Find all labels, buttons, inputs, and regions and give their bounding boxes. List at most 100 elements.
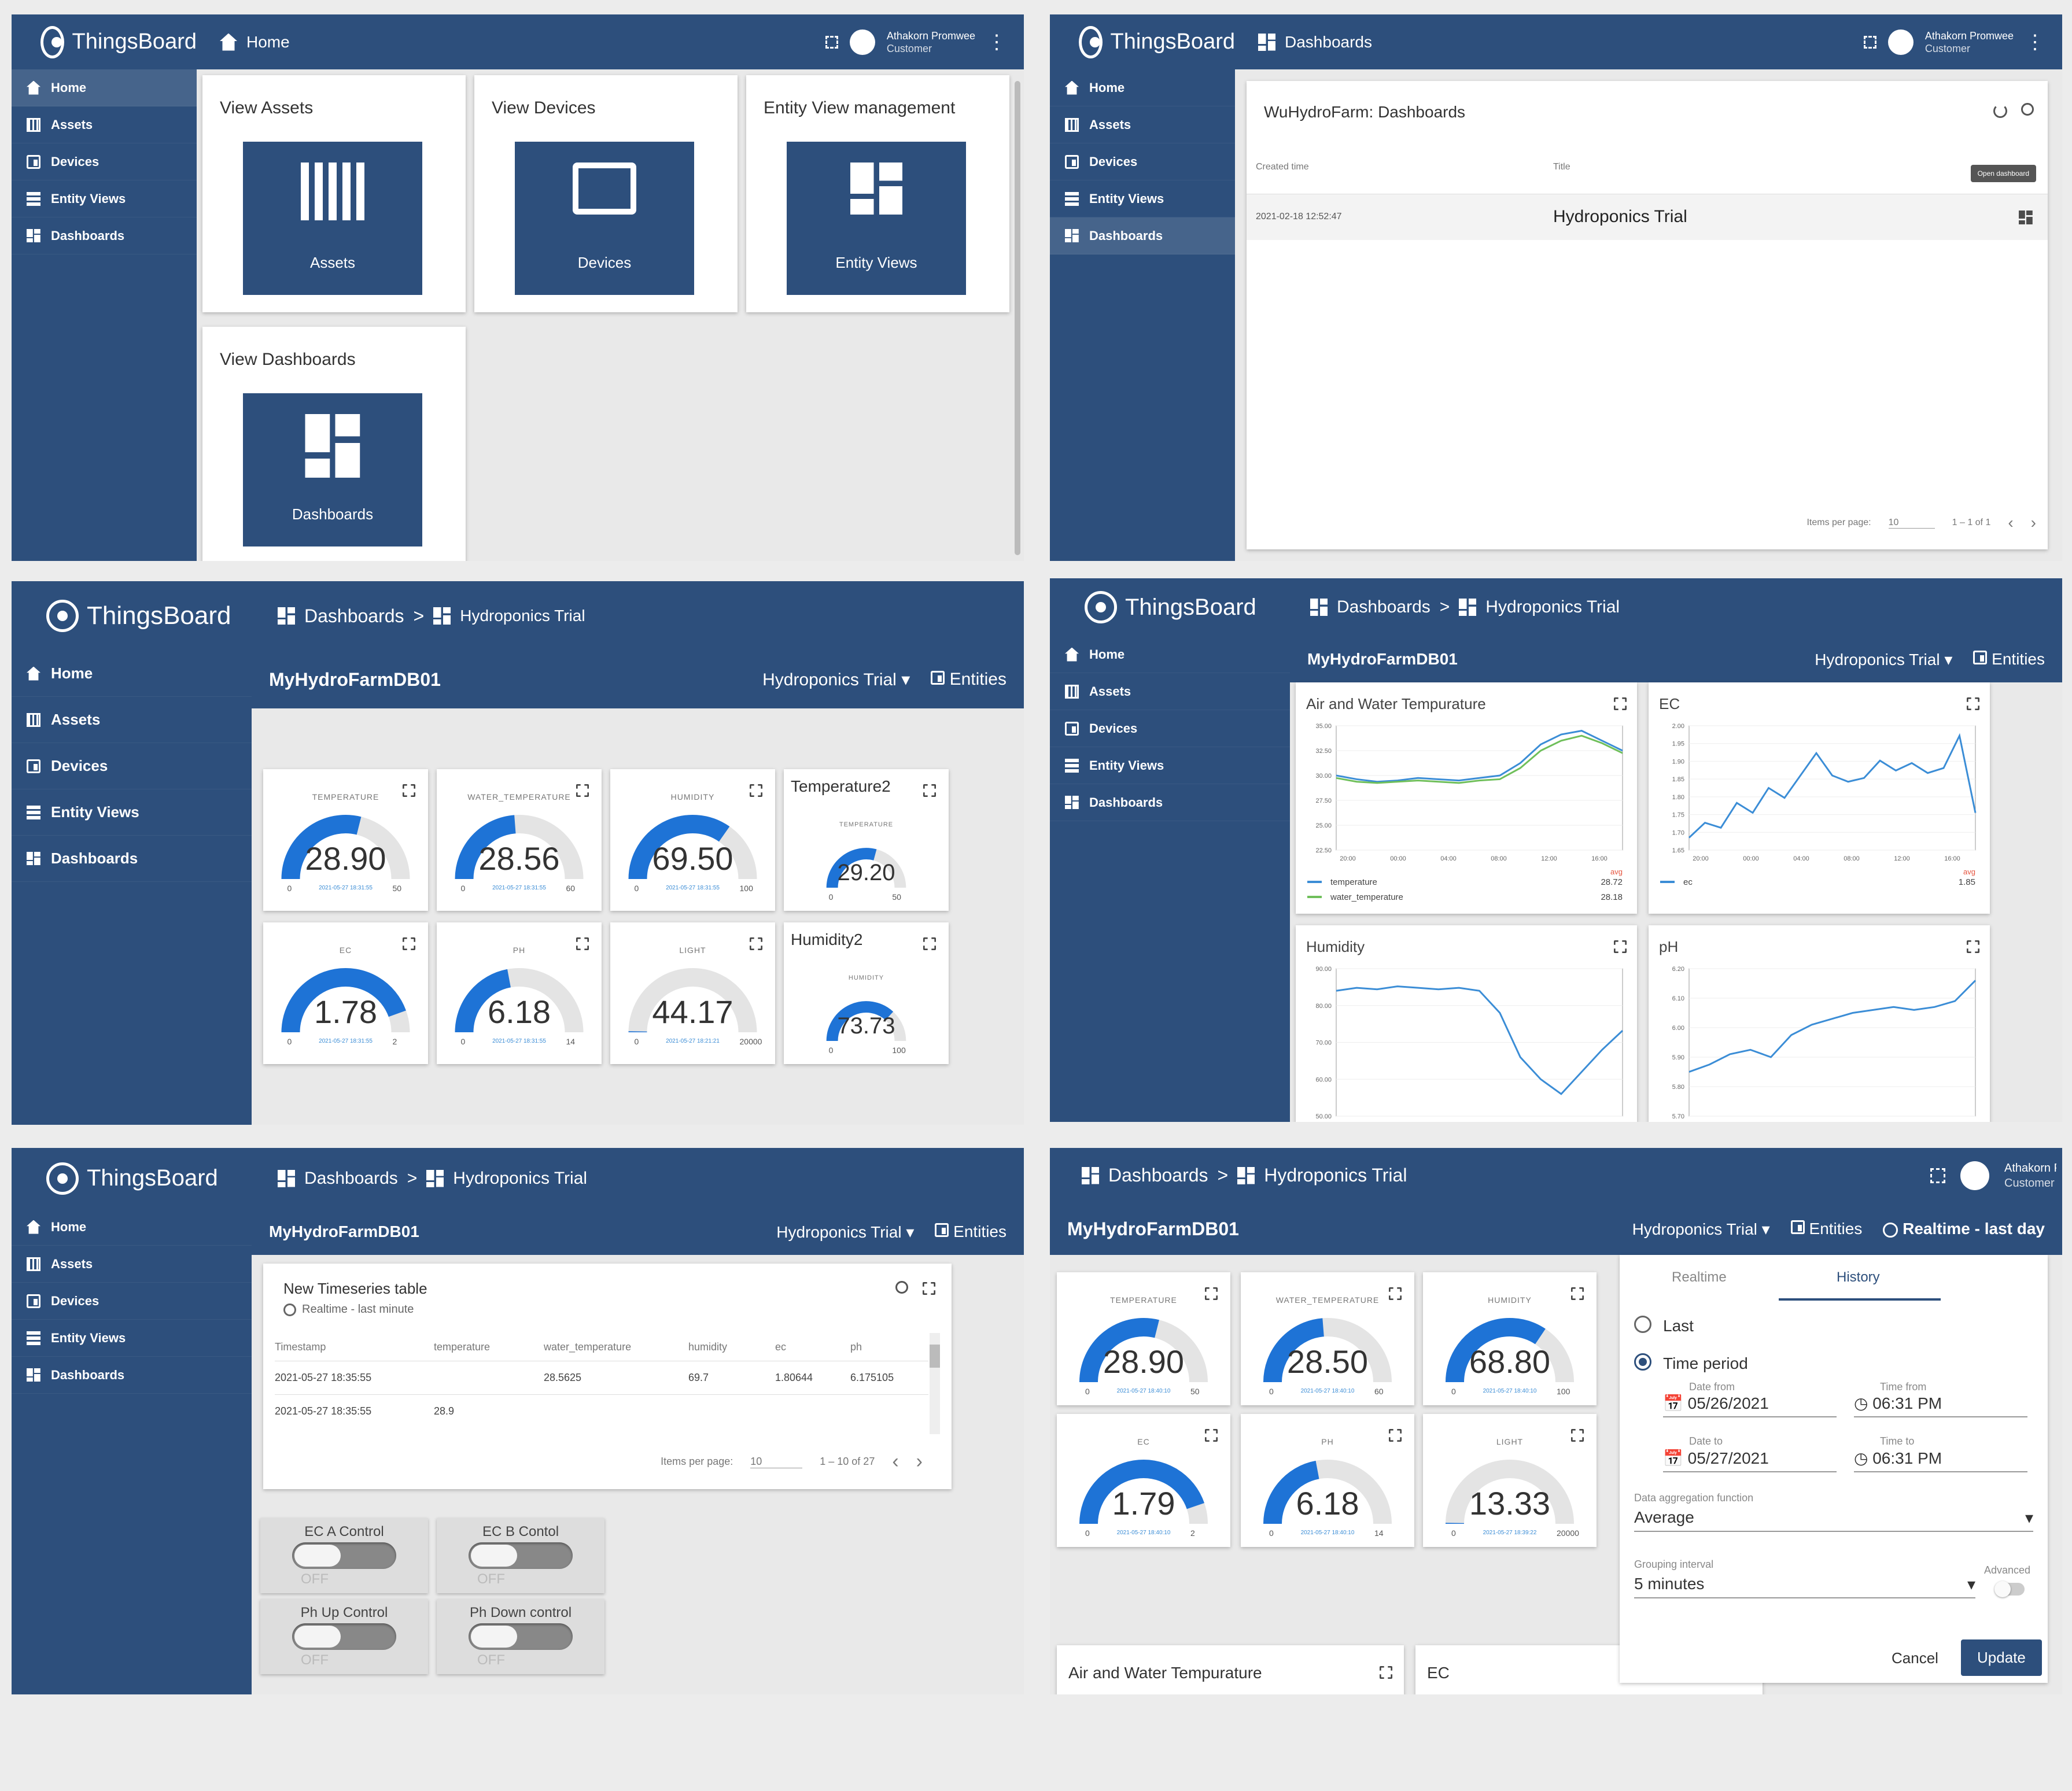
fullscreen-icon[interactable] — [1380, 1666, 1392, 1679]
dashboard-select[interactable]: Hydroponics Trial ▾ — [1815, 650, 1952, 669]
column-header[interactable]: temperature — [434, 1341, 491, 1353]
fullscreen-icon[interactable] — [1930, 1168, 1945, 1183]
breadcrumb-dashboards[interactable]: Dashboards — [1337, 597, 1431, 616]
avatar[interactable] — [1887, 29, 1914, 55]
column-header[interactable]: Timestamp — [275, 1341, 326, 1353]
breadcrumb-dashboards[interactable]: Dashboards — [1108, 1165, 1208, 1186]
cancel-button[interactable]: Cancel — [1892, 1649, 1938, 1667]
logo[interactable]: ThingsBoard — [46, 600, 237, 632]
sidebar-item-assets[interactable]: Assets — [12, 1246, 252, 1283]
fullscreen-icon[interactable] — [1863, 35, 1876, 49]
open-dashboard-button[interactable]: Open dashboard — [1970, 165, 2036, 182]
sidebar-item-devices[interactable]: Devices — [12, 143, 197, 180]
search-icon[interactable] — [895, 1281, 908, 1294]
dashboard-select[interactable]: Hydroponics Trial ▾ — [1632, 1220, 1770, 1239]
sidebar-item-assets[interactable]: Assets — [12, 106, 197, 143]
sidebar-item-devices[interactable]: Devices — [1050, 143, 1235, 180]
breadcrumb[interactable]: Dashboards > Hydroponics Trial — [278, 1169, 587, 1188]
dashboard-icon[interactable] — [2019, 211, 2033, 224]
devices-tile[interactable]: Devices — [515, 142, 694, 295]
switch-toggle[interactable] — [292, 1623, 396, 1650]
advanced-toggle[interactable] — [1994, 1581, 2025, 1597]
dashboard-select[interactable]: Hydroponics Trial ▾ — [762, 670, 910, 690]
sidebar-item-dashboards[interactable]: Dashboards — [1050, 217, 1235, 254]
sidebar-item-devices[interactable]: Devices — [12, 1283, 252, 1320]
fullscreen-icon[interactable] — [923, 1282, 935, 1295]
switch-toggle[interactable] — [469, 1623, 573, 1650]
sidebar-item-entity-views[interactable]: Entity Views — [1050, 747, 1290, 784]
sidebar-item-home[interactable]: Home — [1050, 69, 1235, 106]
sidebar-item-assets[interactable]: Assets — [1050, 106, 1235, 143]
sidebar-item-entity-views[interactable]: Entity Views — [12, 180, 197, 217]
items-per-page-select[interactable]: 10 — [750, 1456, 803, 1468]
table-row[interactable]: 2021-05-27 18:35:55 28.9 — [275, 1394, 928, 1428]
dashboards-tile[interactable]: Dashboards — [243, 393, 422, 546]
switch-toggle[interactable] — [292, 1542, 396, 1569]
table-row[interactable]: 2021-05-27 18:35:55 28.5625 69.7 1.80644 6.1… — [275, 1361, 928, 1394]
dashboard-select[interactable]: Hydroponics Trial ▾ — [776, 1223, 914, 1242]
update-button[interactable]: Update — [1961, 1639, 2042, 1676]
fullscreen-icon[interactable] — [825, 35, 838, 49]
aggregation-select[interactable]: Average ▾ — [1634, 1508, 2033, 1532]
sidebar-item-dashboards[interactable]: Dashboards — [12, 836, 252, 882]
breadcrumb-dashboards[interactable]: Dashboards — [304, 605, 404, 626]
breadcrumb[interactable]: Home — [220, 33, 290, 51]
column-header[interactable]: water_temperature — [544, 1341, 632, 1353]
entities-button[interactable]: Entities — [931, 670, 1006, 689]
grouping-select[interactable]: 5 minutes ▾ — [1634, 1575, 1975, 1598]
column-header-created-time[interactable]: Created time — [1256, 162, 1309, 172]
sidebar-item-dashboards[interactable]: Dashboards — [12, 1357, 252, 1394]
search-icon[interactable] — [2021, 103, 2034, 116]
sidebar-item-entity-views[interactable]: Entity Views — [12, 789, 252, 836]
breadcrumb[interactable]: Dashboards > Hydroponics Trial — [278, 605, 585, 627]
breadcrumb[interactable]: Dashboards > Hydroponics Trial — [1082, 1165, 1407, 1186]
sidebar-item-devices[interactable]: Devices — [12, 743, 252, 789]
more-menu-icon[interactable]: ⋮ — [2025, 31, 2045, 53]
time-from-field[interactable]: ◷ 06:31 PM — [1854, 1394, 2027, 1417]
sidebar-item-home[interactable]: Home — [12, 651, 252, 697]
prev-page-icon[interactable]: ‹ — [892, 1450, 899, 1472]
date-from-field[interactable]: 📅 05/26/2021 — [1663, 1394, 1837, 1417]
sidebar-item-dashboards[interactable]: Dashboards — [12, 217, 197, 254]
refresh-icon[interactable] — [1993, 104, 2007, 118]
time-to-field[interactable]: ◷ 06:31 PM — [1854, 1449, 2027, 1472]
items-per-page-select[interactable]: 10 — [1888, 518, 1935, 529]
sidebar-item-devices[interactable]: Devices — [1050, 710, 1290, 747]
date-to-field[interactable]: 📅 05/27/2021 — [1663, 1449, 1837, 1472]
sidebar-item-home[interactable]: Home — [12, 69, 197, 106]
sidebar-item-home[interactable]: Home — [12, 1209, 252, 1246]
radio-last[interactable] — [1634, 1316, 1651, 1333]
more-menu-icon[interactable]: ⋮ — [987, 31, 1006, 53]
column-header[interactable]: ec — [775, 1341, 787, 1353]
next-page-icon[interactable]: › — [916, 1450, 923, 1472]
breadcrumb[interactable]: Dashboards — [1258, 33, 1372, 51]
scrollbar[interactable] — [1015, 81, 1020, 555]
entities-button[interactable]: Entities — [935, 1223, 1006, 1241]
breadcrumb-dashboards[interactable]: Dashboards — [304, 1168, 398, 1188]
breadcrumb[interactable]: Dashboards > Hydroponics Trial — [1310, 597, 1620, 617]
table-row[interactable]: 2021-02-18 12:52:47 Hydroponics Trial — [1247, 194, 2048, 240]
sidebar-item-entity-views[interactable]: Entity Views — [1050, 180, 1235, 217]
entities-button[interactable]: Entities — [1790, 1220, 1862, 1238]
logo[interactable]: ThingsBoard — [46, 1162, 237, 1195]
next-page-icon[interactable]: › — [2030, 514, 2036, 531]
sidebar-item-home[interactable]: Home — [1050, 636, 1290, 673]
entities-button[interactable]: Entities — [1973, 650, 2045, 669]
sidebar-item-assets[interactable]: Assets — [1050, 673, 1290, 710]
prev-page-icon[interactable]: ‹ — [2008, 514, 2014, 531]
timewindow-button[interactable]: Realtime - last day — [1883, 1220, 2045, 1238]
sidebar-item-dashboards[interactable]: Dashboards — [1050, 784, 1290, 821]
logo[interactable]: ThingsBoard — [40, 25, 197, 58]
table-scrollbar[interactable] — [930, 1333, 940, 1434]
column-header[interactable]: ph — [850, 1341, 862, 1353]
logo[interactable]: ThingsBoard — [1079, 25, 1235, 58]
tab-history[interactable]: History — [1837, 1269, 1880, 1285]
sidebar-item-assets[interactable]: Assets — [12, 697, 252, 743]
logo[interactable]: ThingsBoard — [1085, 591, 1270, 623]
entity-views-tile[interactable]: Entity Views — [787, 142, 966, 295]
column-header-title[interactable]: Title — [1553, 162, 1570, 172]
avatar[interactable] — [1960, 1161, 1989, 1190]
column-header[interactable]: humidity — [688, 1341, 728, 1353]
switch-toggle[interactable] — [469, 1542, 573, 1569]
tab-realtime[interactable]: Realtime — [1672, 1269, 1727, 1285]
